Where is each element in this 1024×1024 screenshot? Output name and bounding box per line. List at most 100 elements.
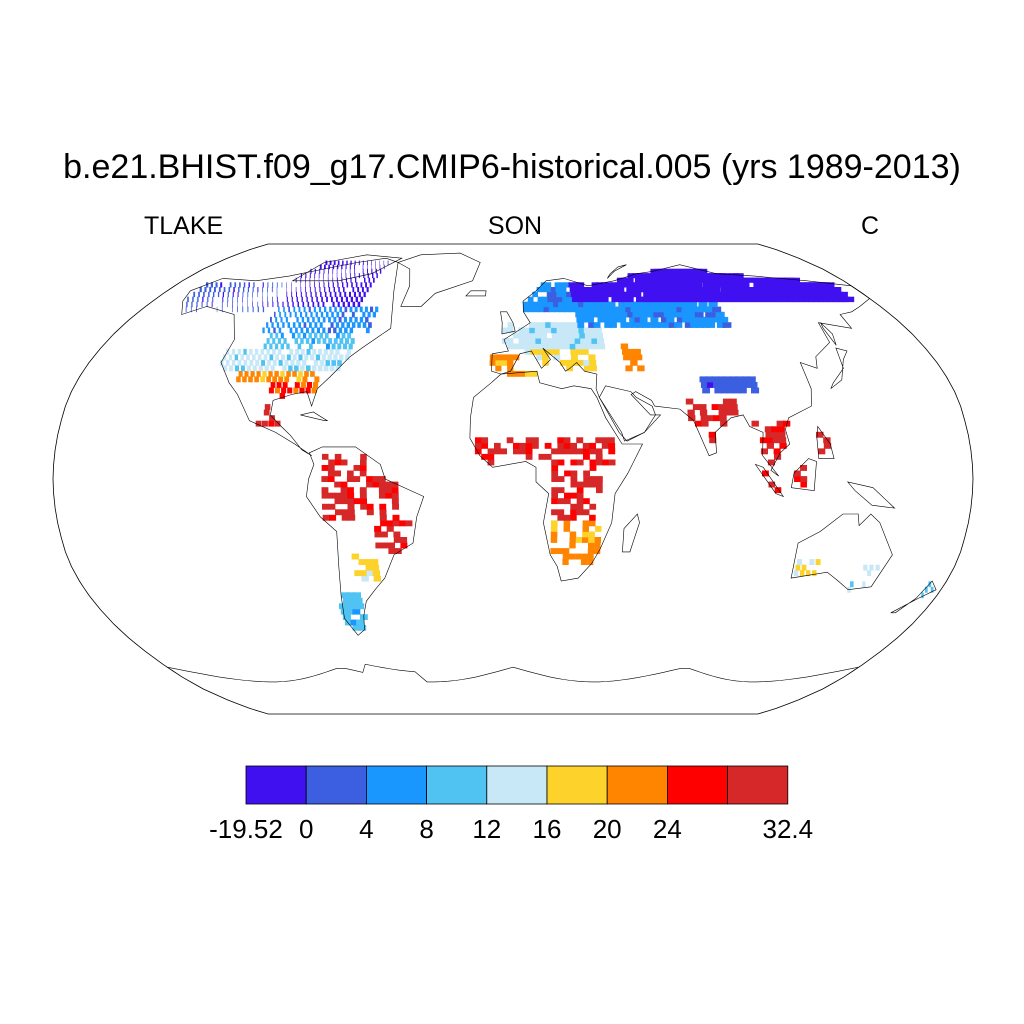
- grid-cell: [254, 376, 259, 383]
- grid-cell: [207, 296, 209, 303]
- grid-cell: [331, 296, 333, 303]
- grid-cell: [296, 376, 302, 383]
- grid-cell: [724, 409, 733, 416]
- grid-cell: [672, 291, 681, 298]
- grid-cell: [494, 442, 501, 449]
- grid-cell: [360, 570, 368, 577]
- grid-cell: [714, 296, 724, 303]
- grid-cell: [212, 296, 214, 303]
- grid-cell: [269, 415, 275, 422]
- grid-cell: [707, 282, 717, 288]
- grid-cell: [354, 268, 355, 274]
- grid-cell: [582, 525, 589, 532]
- grid-cell: [717, 404, 726, 410]
- grid-cell: [622, 311, 630, 318]
- grid-cell: [336, 332, 340, 339]
- grid-cell: [307, 301, 310, 308]
- grid-cell: [635, 287, 644, 293]
- grid-cell: [593, 322, 601, 328]
- grid-cell: [578, 301, 585, 308]
- grid-cell: [361, 287, 364, 293]
- grid-cell: [209, 287, 212, 293]
- grid-cell: [609, 322, 617, 328]
- grid-cell: [272, 338, 276, 344]
- grid-cell: [357, 287, 360, 293]
- grid-cell: [731, 382, 740, 388]
- grid-cell: [643, 291, 652, 298]
- grid-cell: [589, 365, 597, 372]
- grid-cell: [306, 348, 311, 355]
- grid-cell: [367, 268, 368, 274]
- grid-cell: [626, 296, 634, 303]
- grid-cell: [327, 476, 335, 482]
- grid-cell: [709, 296, 719, 303]
- grid-cell: [566, 322, 574, 328]
- grid-cell: [674, 311, 683, 318]
- grid-cell: [583, 301, 590, 308]
- grid-cell: [391, 492, 399, 499]
- grid-cell: [345, 296, 348, 303]
- grid-cell: [627, 348, 636, 355]
- grid-cell: [591, 296, 599, 303]
- grid-cell: [286, 291, 288, 298]
- grid-cell: [699, 376, 708, 383]
- grid-cell: [762, 470, 769, 477]
- grid-cell: [343, 316, 347, 323]
- grid-cell: [324, 306, 327, 313]
- grid-cell: [596, 476, 603, 482]
- grid-cell: [571, 354, 578, 361]
- grid-cell: [263, 354, 268, 361]
- grid-cell: [674, 282, 684, 288]
- grid-cell: [697, 287, 707, 293]
- grid-cell: [529, 322, 536, 328]
- grid-cell: [260, 376, 265, 383]
- grid-cell: [250, 370, 255, 377]
- grid-cell: [576, 503, 584, 510]
- grid-cell: [579, 287, 586, 293]
- grid-cell: [551, 487, 559, 494]
- grid-cell: [610, 282, 618, 288]
- grid-cell: [719, 296, 729, 303]
- grid-cell: [274, 370, 279, 377]
- grid-cell: [495, 354, 502, 361]
- grid-cell: [318, 306, 322, 313]
- grid-cell: [267, 301, 269, 308]
- grid-cell: [671, 277, 680, 283]
- grid-cell: [329, 365, 335, 372]
- grid-cell: [197, 296, 199, 303]
- grid-cell: [558, 301, 565, 308]
- grid-cell: [869, 564, 874, 571]
- grid-cell: [306, 316, 310, 323]
- coastline-northAmerica: [181, 257, 399, 456]
- grid-cell: [330, 322, 334, 328]
- grid-cell: [700, 415, 708, 422]
- grid-cell: [594, 548, 601, 554]
- grid-cell: [291, 291, 293, 298]
- grid-cell: [333, 316, 337, 323]
- grid-cell: [586, 296, 594, 303]
- grid-cell: [800, 476, 808, 482]
- grid-cell: [354, 316, 358, 323]
- grid-cell: [639, 277, 648, 283]
- grid-cell: [351, 553, 359, 560]
- grid-cell: [334, 481, 342, 488]
- grid-cell: [818, 448, 826, 455]
- grid-cell: [633, 282, 641, 288]
- grid-cell: [269, 332, 273, 339]
- grid-cell: [258, 365, 263, 372]
- grid-cell: [328, 264, 330, 270]
- grid-cell: [668, 301, 677, 308]
- grid-cell: [823, 437, 831, 444]
- grid-cell: [319, 268, 321, 274]
- grid-cell: [262, 291, 263, 298]
- grid-cell: [229, 282, 232, 288]
- grid-cell: [645, 306, 654, 313]
- grid-cell: [598, 343, 606, 350]
- grid-cell: [507, 354, 514, 361]
- grid-cell: [692, 287, 702, 293]
- grid-cell: [323, 282, 325, 288]
- grid-cell: [620, 306, 628, 313]
- grid-cell: [305, 338, 310, 344]
- colorbar-tick-label: 8: [419, 814, 434, 844]
- grid-cell: [588, 537, 595, 543]
